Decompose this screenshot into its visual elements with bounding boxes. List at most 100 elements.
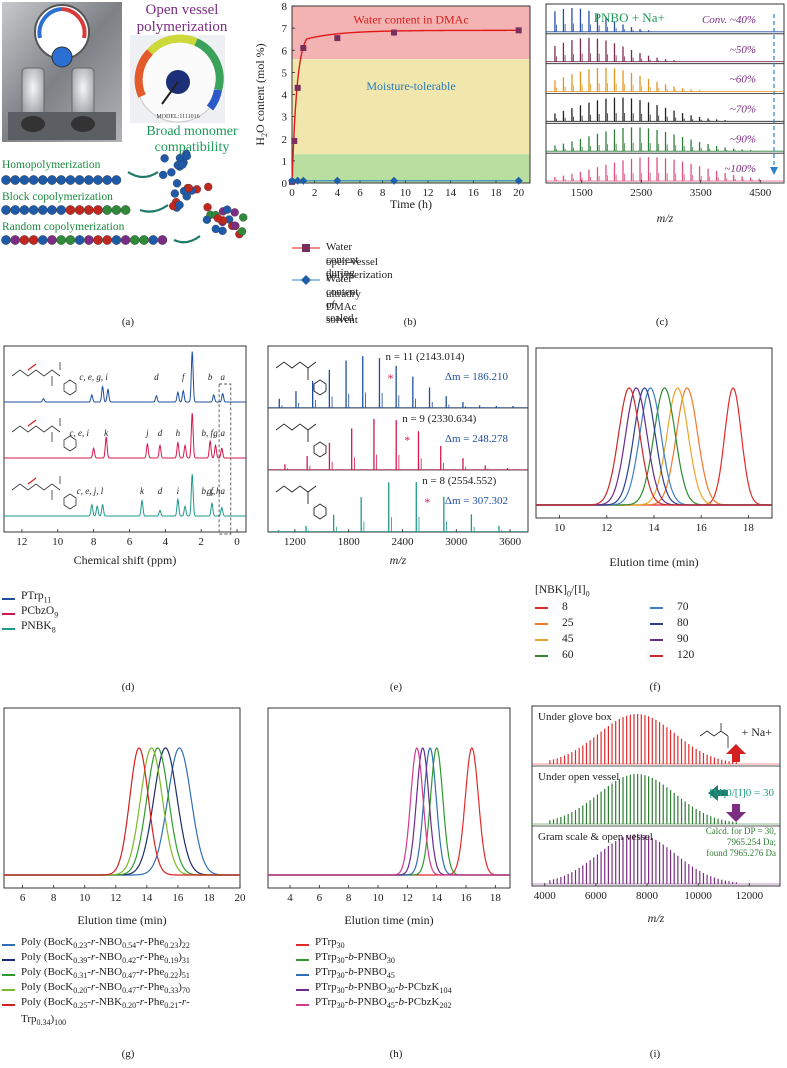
monomer-bead [237, 227, 247, 236]
monomer-bead [160, 154, 169, 163]
data-point-sealed [333, 176, 342, 185]
peak-assignment-label: d [158, 428, 163, 438]
monomer-bead [170, 189, 179, 198]
x-tick-label: 18 [491, 187, 503, 199]
ratio-label: [M]0/[I]0 = 30 [709, 787, 774, 799]
monomer-bead [10, 235, 21, 245]
x-tick-label: 0 [289, 187, 295, 199]
svg-g-x-tick-label: 10 [79, 892, 91, 904]
zone-label-moisture-tolerable: Moisture-tolerable [366, 79, 455, 93]
legend-f-row: 25 [535, 616, 650, 631]
legend-label: 60 [562, 649, 574, 661]
panel-e: n = 11 (2143.014) Δm = 186.210 * n = 9 (233… [262, 340, 532, 580]
monomer-bead [19, 175, 30, 185]
legend-d-pnbk: PNBK8 [21, 620, 56, 635]
legend-swatch [535, 622, 548, 625]
zone-label-water-dmac: Water content in DMAc [353, 13, 468, 27]
peak-assignment-label: g [213, 428, 218, 438]
sec-trace [536, 387, 772, 506]
sec-trace [536, 387, 772, 506]
legend-f-title: [NBK]0/[I]0 [535, 584, 590, 599]
delta-m-label: Δm = 186.210 [445, 371, 509, 383]
y-tick-label: 1 [282, 156, 288, 168]
highlight-box [218, 383, 232, 535]
zone-band [292, 6, 530, 60]
legend-label: Poly (BocK0.23-r-NBO0.54-r-Phe0.23)22 [21, 936, 190, 951]
broad-monomer-title-1: Broad monomer [146, 124, 238, 139]
legend-b-2: Water content of sealed [326, 273, 359, 324]
monomer-bead [111, 175, 122, 185]
svg-g-x-tick-label: 12 [110, 892, 121, 904]
c-x-axis-label: m/z [657, 211, 674, 225]
svg-f-x-axis-label: Elution time (min) [609, 555, 698, 569]
homopolymerization-label: Homopolymerization [2, 159, 101, 171]
monomer-bead [93, 235, 103, 245]
monomer-bead [213, 214, 223, 223]
n-label: n = 11 (2143.014) [385, 351, 464, 363]
sec-trace [536, 387, 772, 506]
sec-trace [268, 747, 510, 876]
legend-f-row: 45 [535, 632, 650, 647]
panel-label-d: (d) [121, 681, 135, 693]
chart-g-sec-random: 6 8 10 12 14 16 18 20 Elution time (min) [3, 707, 247, 927]
apparatus-photo [2, 2, 122, 142]
y-tick-label: 8 [282, 1, 288, 13]
svg-h-x-tick-label: 6 [317, 892, 323, 904]
x-tick-label: 6 [357, 187, 363, 199]
conversion-label: ~90% [730, 133, 756, 145]
monomer-bead [56, 205, 67, 215]
legend-label: PTrp30 [315, 936, 345, 951]
peak-assignment-label: c, e, i [70, 428, 90, 438]
legend-swatch [2, 973, 15, 976]
reaction-arrow [127, 171, 159, 179]
d-x-tick-label: 6 [127, 536, 133, 548]
e-x-tick-label: 1200 [284, 536, 307, 548]
y-tick-label: 6 [282, 45, 288, 57]
legend-square-marker [302, 244, 310, 252]
legend-f-row: 120 [650, 648, 765, 663]
svg-g-x-tick-label: 20 [235, 892, 247, 904]
monomer-bead [10, 175, 21, 185]
data-point-open-vessel [294, 84, 301, 91]
plot-frame [3, 707, 241, 889]
i-x-axis-label: m/z [648, 911, 665, 925]
panel-a-illustration: MODEL:1111016 Open vessel polymerization… [1, 2, 248, 245]
monomer-bead [239, 213, 248, 222]
chemical-structure [11, 418, 61, 442]
legend-d-pcbzo: PCbzO9 [21, 605, 59, 620]
monomer-bead [223, 205, 232, 214]
legend-swatch [296, 1003, 309, 1006]
monomer-bead [102, 175, 112, 185]
i-x-tick-label: 8000 [636, 890, 659, 902]
legend-swatch [296, 943, 309, 946]
sec-trace [536, 387, 772, 506]
sec-trace [268, 747, 510, 876]
chart-h-sec-block: 4 6 8 10 12 14 16 18 Elution time (min) [267, 707, 511, 927]
legend-label: Poly (BocK0.31-r-NBO0.47-r-Phe0.22)51 [21, 966, 190, 981]
legend-swatch [2, 988, 15, 991]
svg-h-x-tick-label: 8 [346, 892, 352, 904]
monomer-bead [182, 151, 192, 161]
panel-label-c: (c) [655, 316, 669, 328]
panel-label-g: (g) [121, 1048, 135, 1060]
legend-g-row: Poly (BocK0.39-r-NBO0.42-r-Phe0.19)31 [2, 951, 190, 967]
aromatic-ring [63, 493, 77, 510]
x-tick-label: 16 [468, 187, 480, 199]
panel-label-h: (h) [389, 1048, 403, 1060]
chart-c-title: PNBO + Na+ [594, 10, 665, 25]
legend-swatch [2, 958, 15, 961]
panel-a: MODEL:1111016 Open vessel polymerization… [0, 0, 270, 300]
i-x-tick-label: 12000 [736, 890, 764, 902]
peak-assignment-label: c, e, j, l [77, 486, 104, 496]
nmr-spectrum [4, 351, 246, 403]
zone-band [292, 154, 530, 183]
e-x-tick-label: 3600 [499, 536, 522, 548]
c-x-tick-label: 1500 [571, 187, 594, 199]
panel-label-e: (e) [389, 681, 403, 693]
c-x-tick-label: 2500 [630, 187, 653, 199]
monomer-bead [28, 235, 39, 245]
asterisk: * [404, 433, 410, 447]
i-x-tick-label: 4000 [534, 890, 557, 902]
data-point-sealed [288, 176, 296, 185]
asterisk: * [387, 371, 393, 385]
